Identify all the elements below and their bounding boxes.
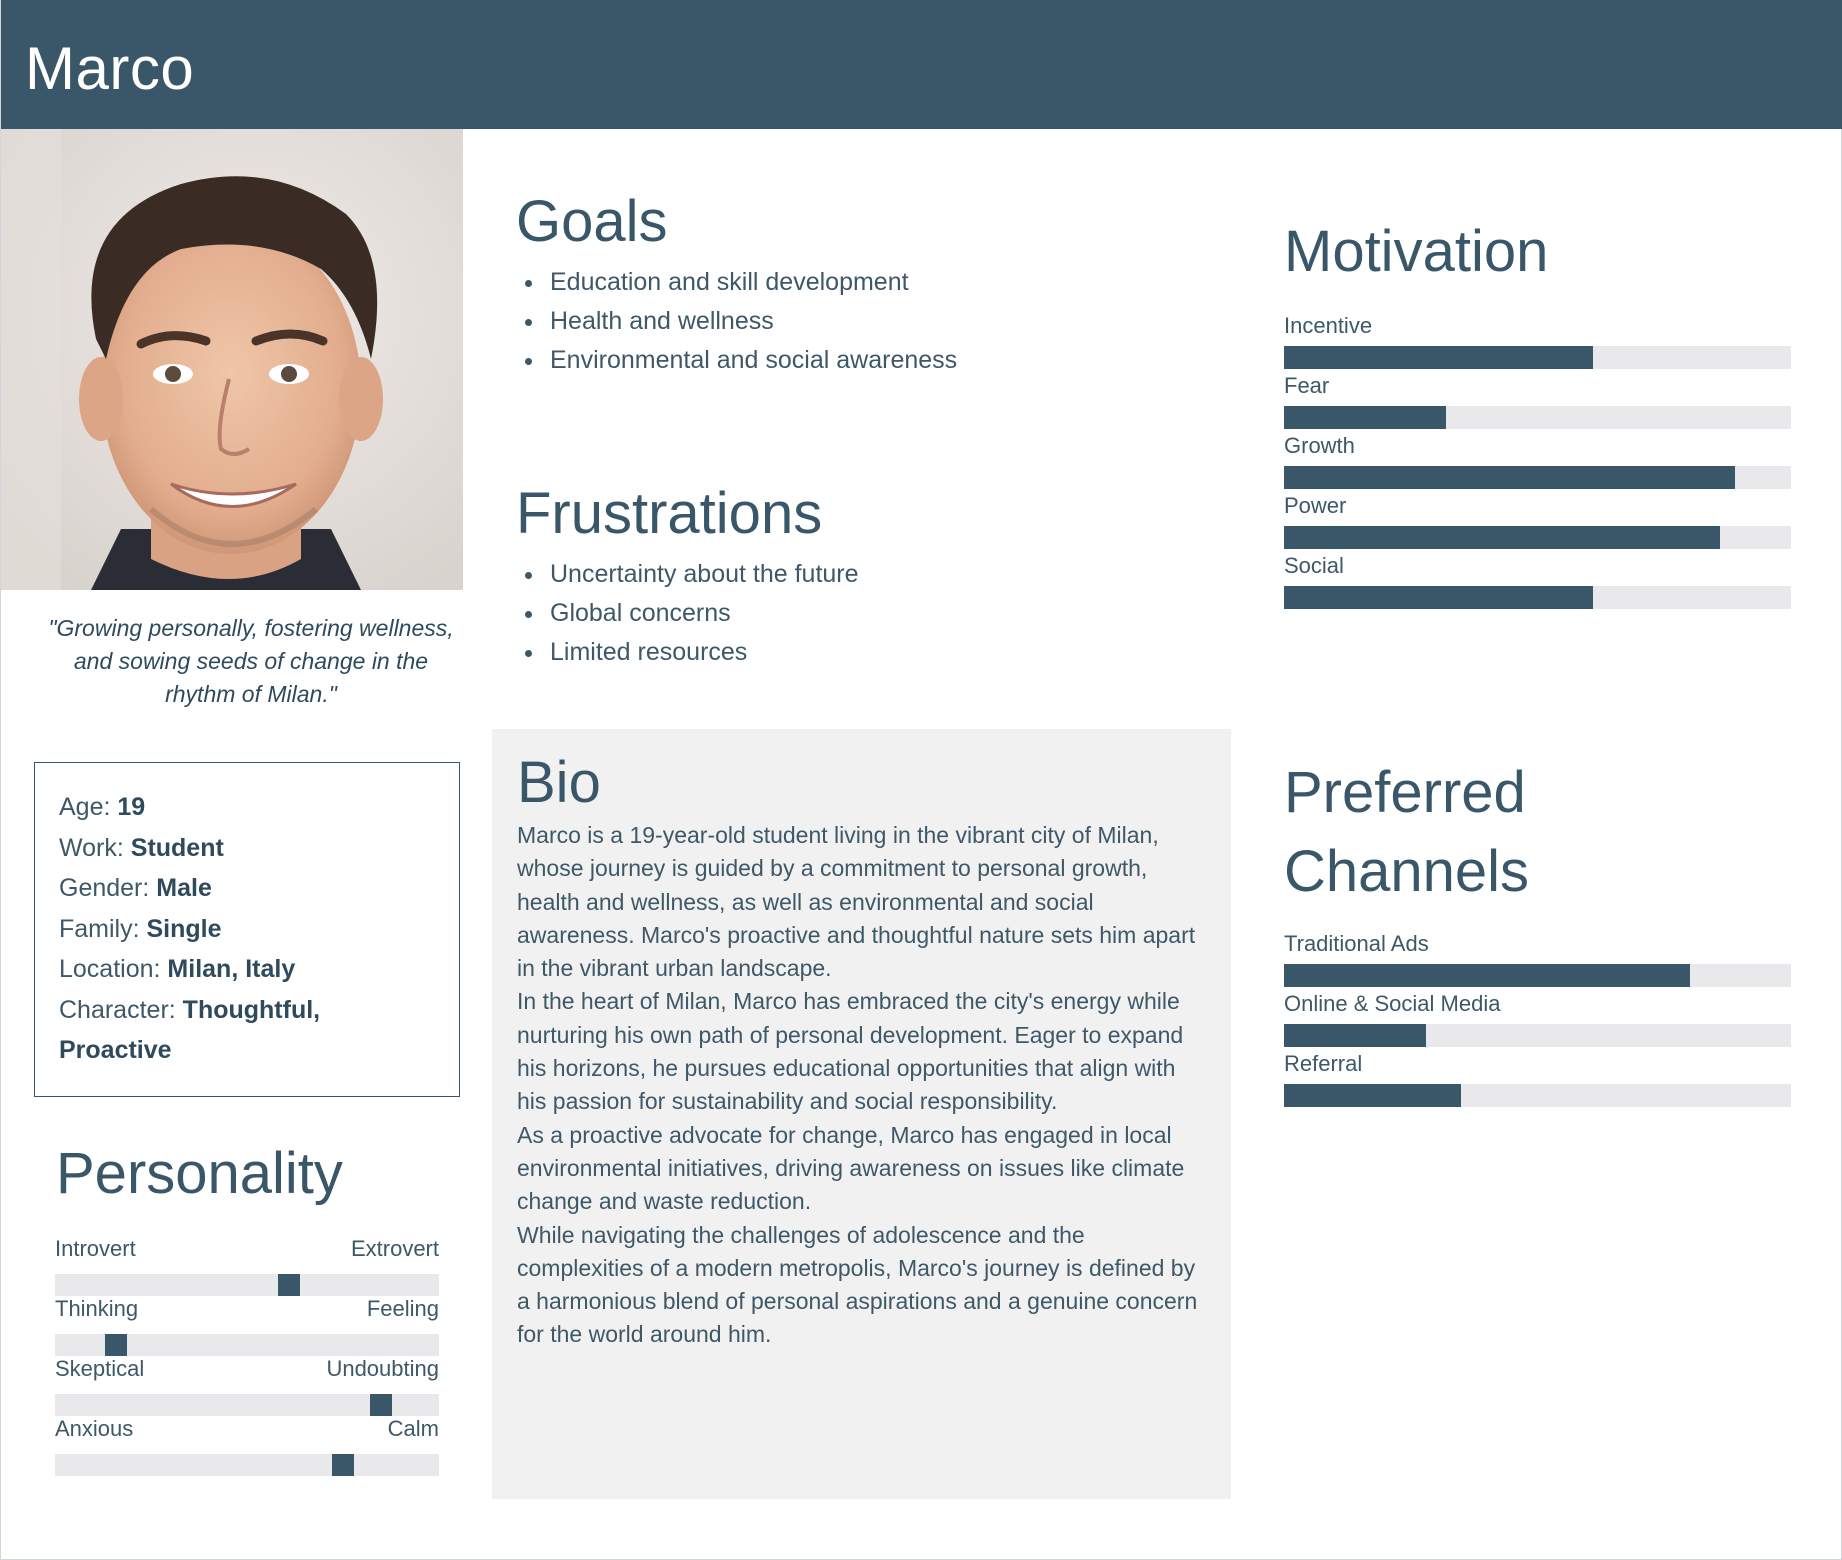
persona-header: Marco [1,0,1842,129]
bar-fill [1284,466,1736,489]
bar-fill [1284,406,1447,429]
bar-label: Traditional Ads [1284,931,1429,956]
bio-title: Bio [517,750,601,815]
bar-label: Incentive [1284,313,1373,338]
trait-left-label: Thinking [55,1296,139,1321]
channel-item: Referral [1284,1050,1791,1107]
channel-item: Online & Social Media [1284,990,1791,1047]
info-age: Age: 19 [59,787,459,828]
bio-panel: Bio Marco is a 19-year-old student livin… [492,729,1231,1499]
bar-track [1284,964,1791,987]
frustrations-title: Frustrations [516,481,823,546]
personality-title: Personality [56,1141,343,1206]
channels-title: Preferred Channels [1284,760,1530,904]
portrait-photo [1,129,463,590]
bar-label: Online & Social Media [1284,991,1501,1016]
trait-track [55,1274,439,1296]
info-label: Work: [59,833,131,862]
info-label: Character: [59,995,183,1024]
trait-marker [332,1454,354,1476]
info-family: Family: Single [59,909,459,950]
bar-track [1284,466,1791,489]
bar-label: Growth [1284,433,1355,458]
motivation-bars: Incentive Fear Growth Power Social [1284,312,1791,612]
info-value: Male [156,874,212,902]
motivation-item: Power [1284,492,1791,549]
bar-track [1284,346,1791,369]
trait-left-label: Anxious [55,1416,134,1441]
trait-anxious-calm: Anxious Calm [55,1416,439,1476]
motivation-item: Incentive [1284,312,1791,369]
trait-track [55,1394,439,1416]
list-item: Health and wellness [517,302,957,341]
frustrations-list: Uncertainty about the future Global conc… [517,555,859,672]
trait-right-label: Feeling [366,1296,439,1321]
info-value: Milan, Italy [167,955,296,983]
info-character: Character: Thoughtful, Proactive [59,990,359,1071]
persona-quote: "Growing personally, fostering wellness,… [48,615,454,707]
bar-label: Social [1284,553,1344,578]
info-location: Location: Milan, Italy [59,949,459,990]
bar-label: Referral [1284,1051,1363,1076]
goals-list: Education and skill development Health a… [517,263,957,380]
list-item: Limited resources [517,633,859,672]
trait-right-label: Undoubting [326,1356,439,1381]
bar-label: Power [1284,493,1347,518]
info-label: Age: [59,793,118,821]
trait-marker [370,1394,393,1416]
info-value: Thoughtful, Proactive [59,995,321,1065]
trait-track [55,1334,439,1356]
bio-paragraph: While navigating the challenges of adole… [517,1221,1198,1348]
bar-track [1284,1024,1791,1047]
list-item: Environmental and social awareness [517,341,957,380]
trait-marker [105,1334,128,1356]
info-value: Student [130,833,224,862]
info-work: Work: Student [59,828,459,869]
info-label: Location: [59,955,168,983]
trait-track [55,1454,439,1476]
info-value: 19 [117,793,146,821]
channel-item: Traditional Ads [1284,930,1791,987]
info-gender: Gender: Male [59,868,459,909]
list-item: Uncertainty about the future [517,555,859,594]
info-label: Gender: [59,874,157,902]
bar-track [1284,1084,1791,1107]
bar-track [1284,406,1791,429]
goals-title: Goals [516,189,668,254]
list-item: Global concerns [517,594,859,633]
list-item: Education and skill development [517,263,957,302]
bar-fill [1284,526,1721,549]
trait-left-label: Introvert [55,1236,136,1261]
bar-fill [1284,1024,1426,1047]
bio-paragraph: As a proactive advocate for change, Marc… [517,1121,1185,1215]
motivation-item: Growth [1284,432,1791,489]
bar-fill [1284,586,1594,609]
bio-paragraph: Marco is a 19-year-old student living in… [517,822,1196,982]
bio-paragraph: In the heart of Milan, Marco has embrace… [517,988,1184,1115]
channels-bars: Traditional Ads Online & Social Media Re… [1284,930,1791,1110]
info-value: Single [146,914,222,943]
motivation-item: Fear [1284,372,1791,429]
trait-introvert-extrovert: Introvert Extrovert [55,1236,439,1296]
trait-right-label: Extrovert [350,1236,439,1261]
trait-right-label: Calm [387,1416,439,1441]
bar-label: Fear [1284,373,1330,398]
trait-marker [278,1274,301,1296]
trait-skeptical-undoubting: Skeptical Undoubting [55,1356,439,1416]
motivation-title: Motivation [1284,219,1549,284]
trait-left-label: Skeptical [55,1356,145,1381]
trait-thinking-feeling: Thinking Feeling [55,1296,439,1356]
bar-fill [1284,1084,1462,1107]
bar-track [1284,586,1791,609]
info-label: Family: [59,914,147,943]
bar-fill [1284,346,1594,369]
demographics-box: Age: 19 Work: Student Gender: Male Famil… [34,762,460,1097]
persona-name: Marco [25,35,195,102]
bar-fill [1284,964,1690,987]
bar-track [1284,526,1791,549]
motivation-item: Social [1284,552,1791,609]
